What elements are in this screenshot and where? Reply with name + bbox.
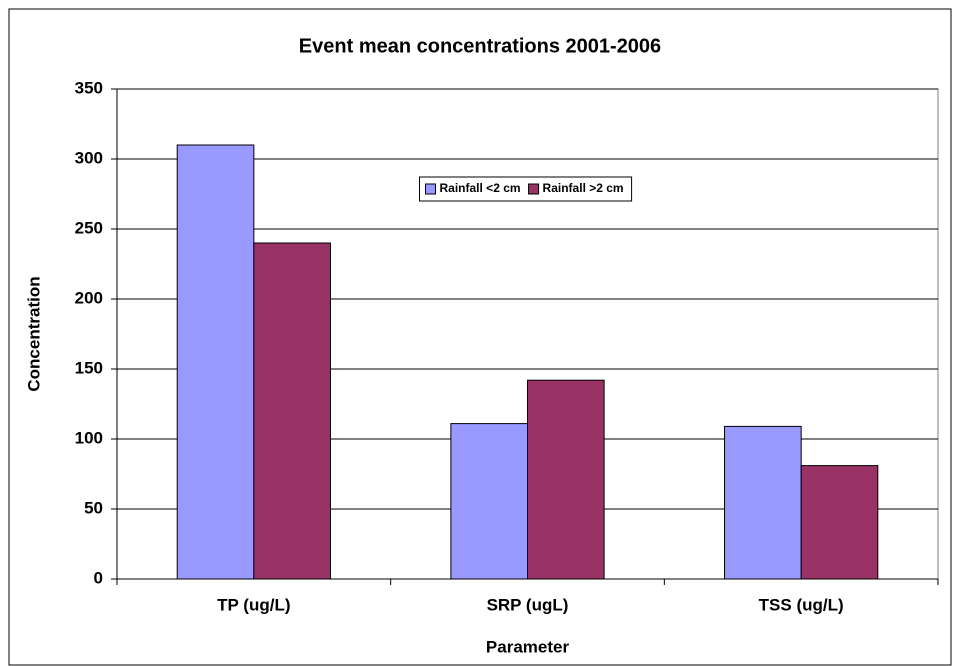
- y-tick-label: 350: [75, 78, 103, 97]
- bar: [527, 379, 605, 580]
- legend-swatch: [528, 183, 540, 195]
- legend: Rainfall <2 cm Rainfall >2 cm: [419, 176, 633, 202]
- legend-label: Rainfall <2 cm: [440, 181, 521, 195]
- x-axis-label: Parameter: [486, 637, 570, 656]
- legend-label: Rainfall >2 cm: [543, 181, 624, 195]
- y-tick-label: 100: [75, 428, 103, 447]
- legend-swatch: [425, 183, 437, 195]
- y-tick-label: 250: [75, 218, 103, 237]
- y-tick-label: 200: [75, 288, 103, 307]
- y-tick-label: 150: [75, 358, 103, 377]
- bar: [450, 423, 528, 580]
- y-tick-label: 50: [84, 498, 103, 517]
- legend-box: [419, 176, 633, 202]
- x-tick-label: TP (ug/L): [217, 595, 290, 614]
- x-tick-label: SRP (ugL): [487, 595, 569, 614]
- y-axis-label: Concentration: [24, 276, 43, 391]
- x-tick-label: TSS (ug/L): [759, 595, 844, 614]
- y-tick-label: 0: [94, 568, 103, 587]
- bar: [800, 465, 879, 580]
- bar: [724, 425, 802, 580]
- bar: [176, 144, 255, 580]
- bar: [253, 242, 331, 580]
- chart-title: Event mean concentrations 2001-2006: [299, 35, 661, 57]
- y-tick-label: 300: [75, 148, 103, 167]
